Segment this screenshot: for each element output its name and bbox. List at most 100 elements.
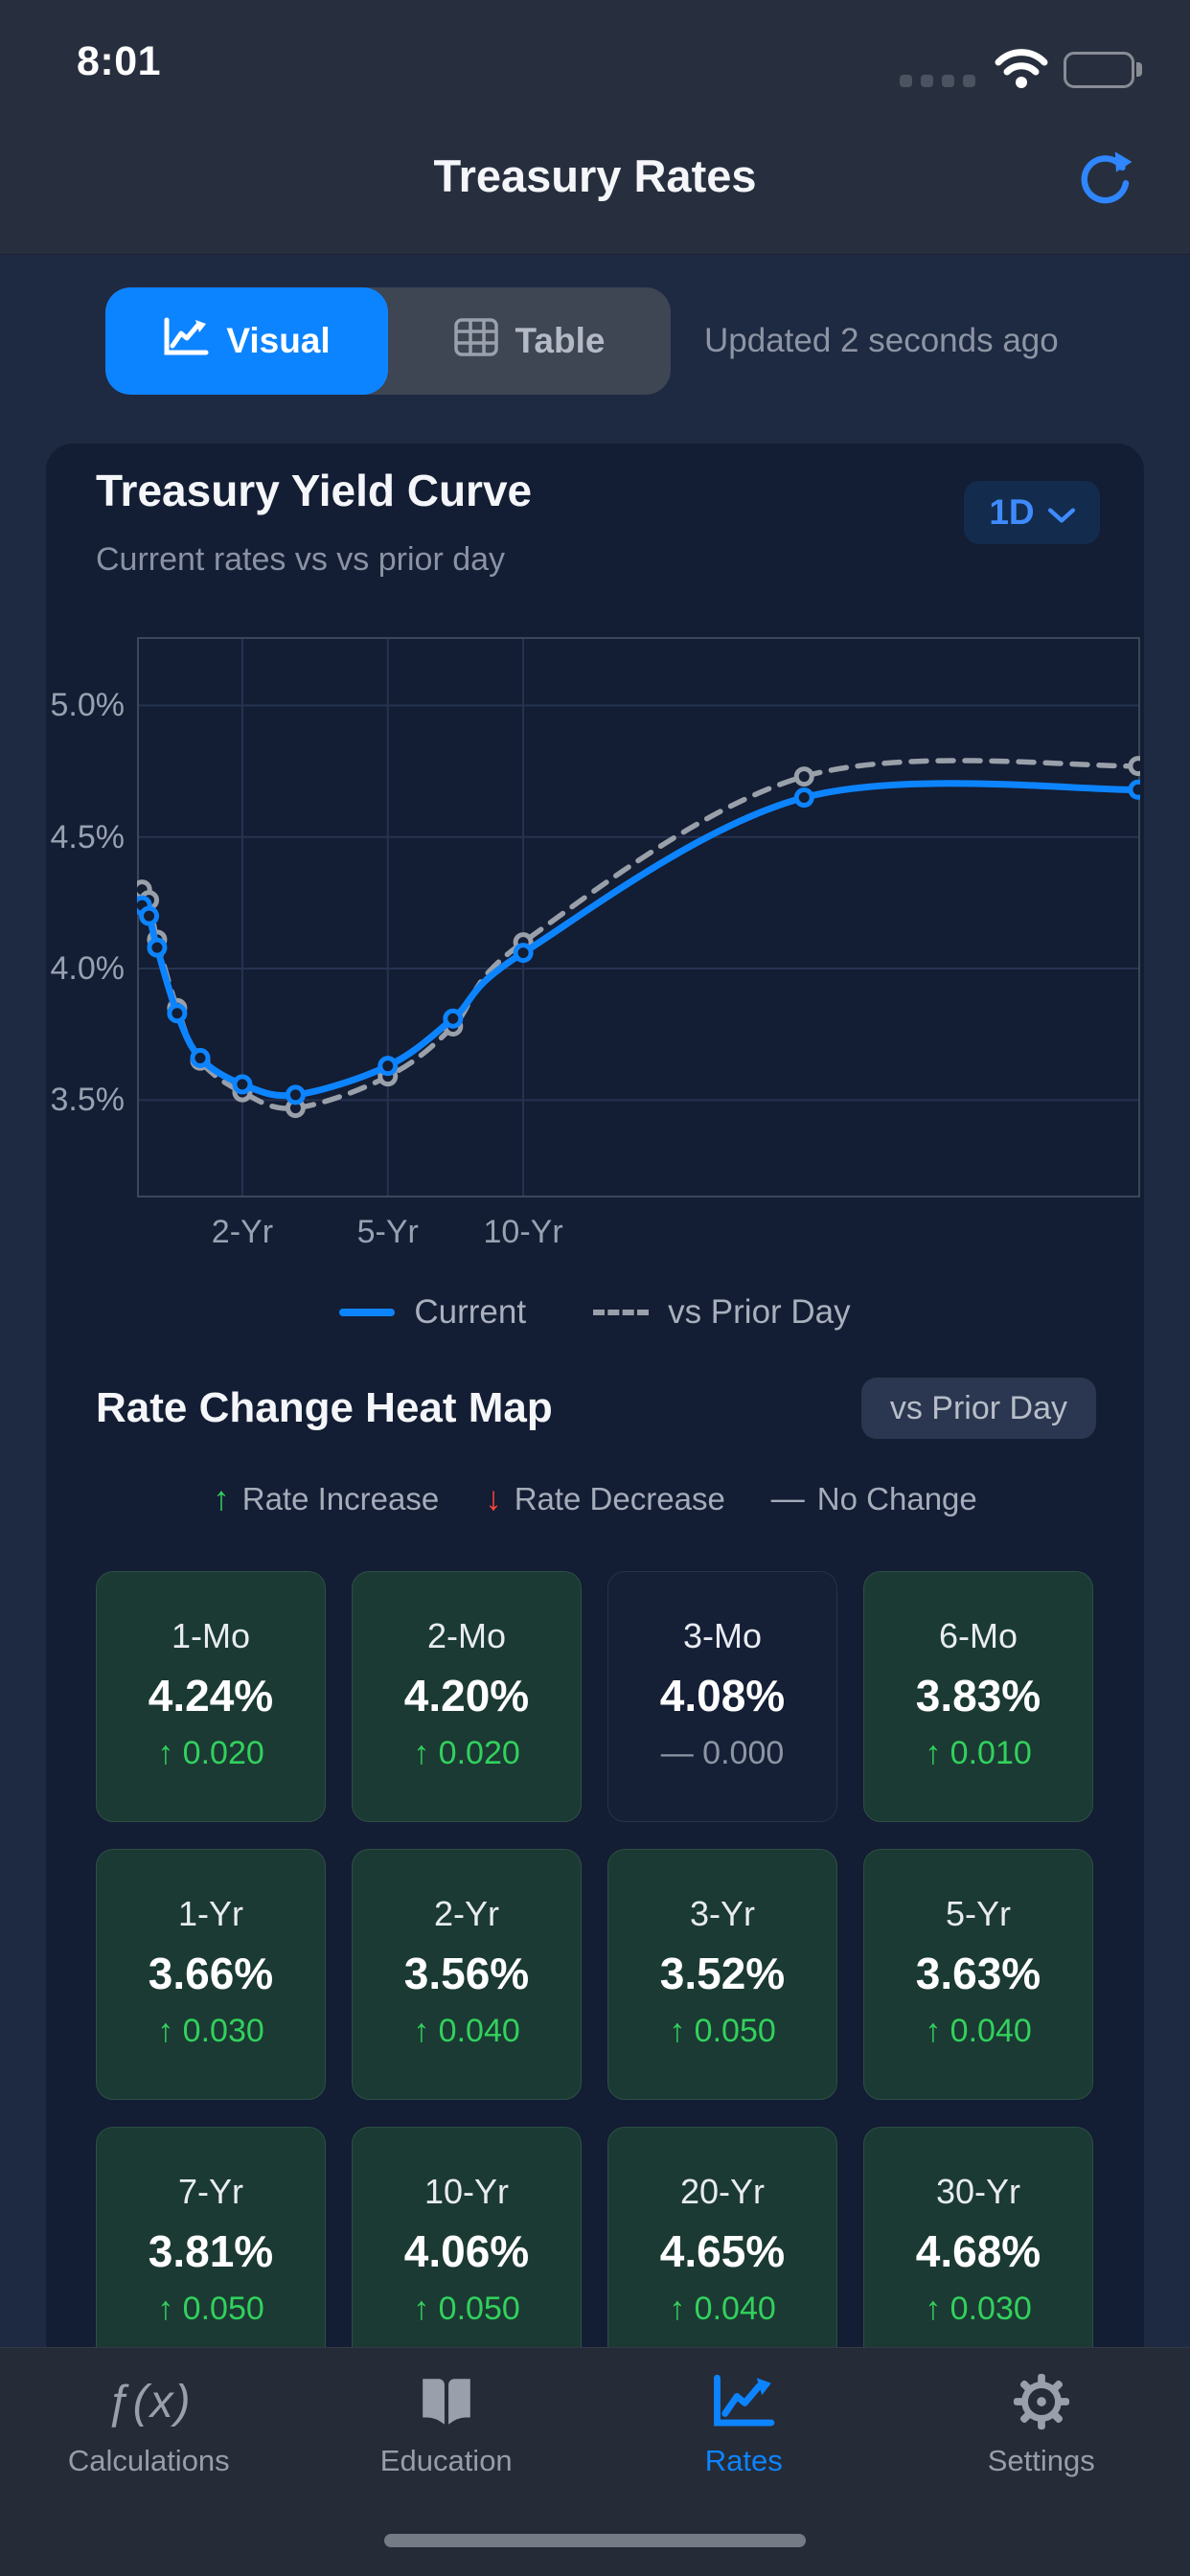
tile-rate-change: ↑ 0.050 xyxy=(608,2013,836,2050)
rate-tile-7-yr: 7-Yr 3.81% ↑ 0.050 xyxy=(96,2127,326,2378)
tile-rate-value: 4.08% xyxy=(608,1670,836,1721)
decrease-arrow-icon: ↓ xyxy=(485,1480,502,1518)
legend-item-prior: vs Prior Day xyxy=(593,1293,851,1332)
legend-label: No Change xyxy=(817,1481,977,1517)
tab-settings-label: Settings xyxy=(988,2444,1095,2478)
refresh-button[interactable] xyxy=(1067,144,1140,220)
tile-rate-value: 3.66% xyxy=(97,1948,325,1999)
updated-status-text: Updated 2 seconds ago xyxy=(704,287,1059,395)
heat-map-legend: ↑ Rate Increase ↓ Rate Decrease — No Change xyxy=(46,1480,1144,1518)
x-axis-label: 2-Yr xyxy=(175,1214,309,1251)
tab-rates-label: Rates xyxy=(705,2444,783,2478)
tile-rate-change: ↑ 0.030 xyxy=(864,2291,1092,2328)
range-selector-button[interactable]: 1D xyxy=(964,481,1100,544)
rate-tile-30-yr: 30-Yr 4.68% ↑ 0.030 xyxy=(863,2127,1093,2378)
legend-current-label: Current xyxy=(414,1293,526,1332)
tile-rate-change: ↑ 0.050 xyxy=(97,2291,325,2328)
current-line-swatch xyxy=(339,1309,395,1316)
view-mode-toggle: Visual Table xyxy=(105,287,671,395)
card-title: Treasury Yield Curve xyxy=(96,465,532,516)
tile-maturity-label: 3-Mo xyxy=(608,1616,836,1656)
chart-plot-area[interactable] xyxy=(137,637,1140,1197)
tile-rate-value: 3.52% xyxy=(608,1948,836,1999)
legend-label: Rate Increase xyxy=(242,1481,439,1517)
tab-education-label: Education xyxy=(380,2444,513,2478)
tile-rate-change: ↑ 0.050 xyxy=(353,2291,581,2328)
table-grid-icon xyxy=(454,318,498,365)
rate-tile-1-yr: 1-Yr 3.66% ↑ 0.030 xyxy=(96,1849,326,2100)
tile-rate-value: 4.65% xyxy=(608,2225,836,2277)
tab-visual-label: Visual xyxy=(226,321,330,361)
chart-legend: Current vs Prior Day xyxy=(46,1293,1144,1332)
tile-rate-value: 4.06% xyxy=(353,2225,581,2277)
tile-maturity-label: 2-Yr xyxy=(353,1894,581,1934)
y-axis: 5.0%4.5%4.0%3.5% xyxy=(46,637,125,1197)
tile-maturity-label: 30-Yr xyxy=(864,2172,1092,2212)
book-icon xyxy=(417,2363,476,2440)
tile-rate-value: 4.68% xyxy=(864,2225,1092,2277)
gear-icon xyxy=(1012,2363,1071,2440)
legend-prior-label: vs Prior Day xyxy=(668,1293,851,1332)
status-time: 8:01 xyxy=(77,38,161,85)
prior-line-swatch xyxy=(593,1310,649,1315)
tab-table-label: Table xyxy=(515,321,606,361)
tab-calculations[interactable]: ƒ(x) Calculations xyxy=(0,2348,298,2576)
rates-card: Treasury Yield Curve Current rates vs vs… xyxy=(46,444,1144,2575)
legend-item-current: Current xyxy=(339,1293,526,1332)
cellular-dots-icon xyxy=(900,75,975,87)
heat-map-title: Rate Change Heat Map xyxy=(96,1384,553,1432)
tile-maturity-label: 10-Yr xyxy=(353,2172,581,2212)
tile-rate-value: 3.56% xyxy=(353,1948,581,1999)
wifi-icon xyxy=(995,46,1048,93)
x-axis-label: 5-Yr xyxy=(321,1214,455,1251)
chart-icon xyxy=(712,2363,775,2440)
tile-maturity-label: 7-Yr xyxy=(97,2172,325,2212)
tile-rate-change: ↑ 0.020 xyxy=(353,1735,581,1772)
page-title: Treasury Rates xyxy=(0,149,1190,202)
tab-calculations-label: Calculations xyxy=(68,2444,230,2478)
neutral-arrow-icon: — xyxy=(771,1480,805,1518)
tile-rate-change: — 0.000 xyxy=(608,1735,836,1772)
y-axis-label: 4.0% xyxy=(46,949,125,988)
tile-rate-value: 4.20% xyxy=(353,1670,581,1721)
heat-map-header: Rate Change Heat Map vs Prior Day xyxy=(46,1375,1144,1442)
heat-map-badge: vs Prior Day xyxy=(861,1378,1096,1439)
home-indicator[interactable] xyxy=(384,2534,806,2547)
y-axis-label: 4.5% xyxy=(46,818,125,856)
tile-rate-value: 3.81% xyxy=(97,2225,325,2277)
tile-maturity-label: 6-Mo xyxy=(864,1616,1092,1656)
tile-maturity-label: 5-Yr xyxy=(864,1894,1092,1934)
rate-tile-3-mo: 3-Mo 4.08% — 0.000 xyxy=(607,1571,837,1822)
navigation-header: 8:01 Treasury Rates xyxy=(0,0,1190,255)
status-icons xyxy=(900,46,1142,93)
x-axis-label: 10-Yr xyxy=(456,1214,590,1251)
tile-rate-change: ↑ 0.020 xyxy=(97,1735,325,1772)
range-selector-label: 1D xyxy=(989,492,1034,533)
tile-maturity-label: 1-Mo xyxy=(97,1616,325,1656)
heat-map-legend-item-decrease: ↓ Rate Decrease xyxy=(485,1480,725,1518)
y-axis-label: 5.0% xyxy=(46,686,125,724)
refresh-icon xyxy=(1074,201,1133,216)
tab-table[interactable]: Table xyxy=(388,287,671,395)
tile-rate-change: ↑ 0.030 xyxy=(97,2013,325,2050)
tile-maturity-label: 20-Yr xyxy=(608,2172,836,2212)
tab-settings[interactable]: Settings xyxy=(893,2348,1190,2576)
increase-arrow-icon: ↑ xyxy=(213,1480,230,1518)
tile-rate-value: 3.83% xyxy=(864,1670,1092,1721)
tile-maturity-label: 1-Yr xyxy=(97,1894,325,1934)
rate-tile-10-yr: 10-Yr 4.06% ↑ 0.050 xyxy=(352,2127,582,2378)
tile-rate-change: ↑ 0.010 xyxy=(864,1735,1092,1772)
tab-visual[interactable]: Visual xyxy=(105,287,388,395)
rate-tile-6-mo: 6-Mo 3.83% ↑ 0.010 xyxy=(863,1571,1093,1822)
heat-map-legend-item-increase: ↑ Rate Increase xyxy=(213,1480,439,1518)
tile-rate-value: 3.63% xyxy=(864,1948,1092,1999)
legend-label: Rate Decrease xyxy=(515,1481,725,1517)
